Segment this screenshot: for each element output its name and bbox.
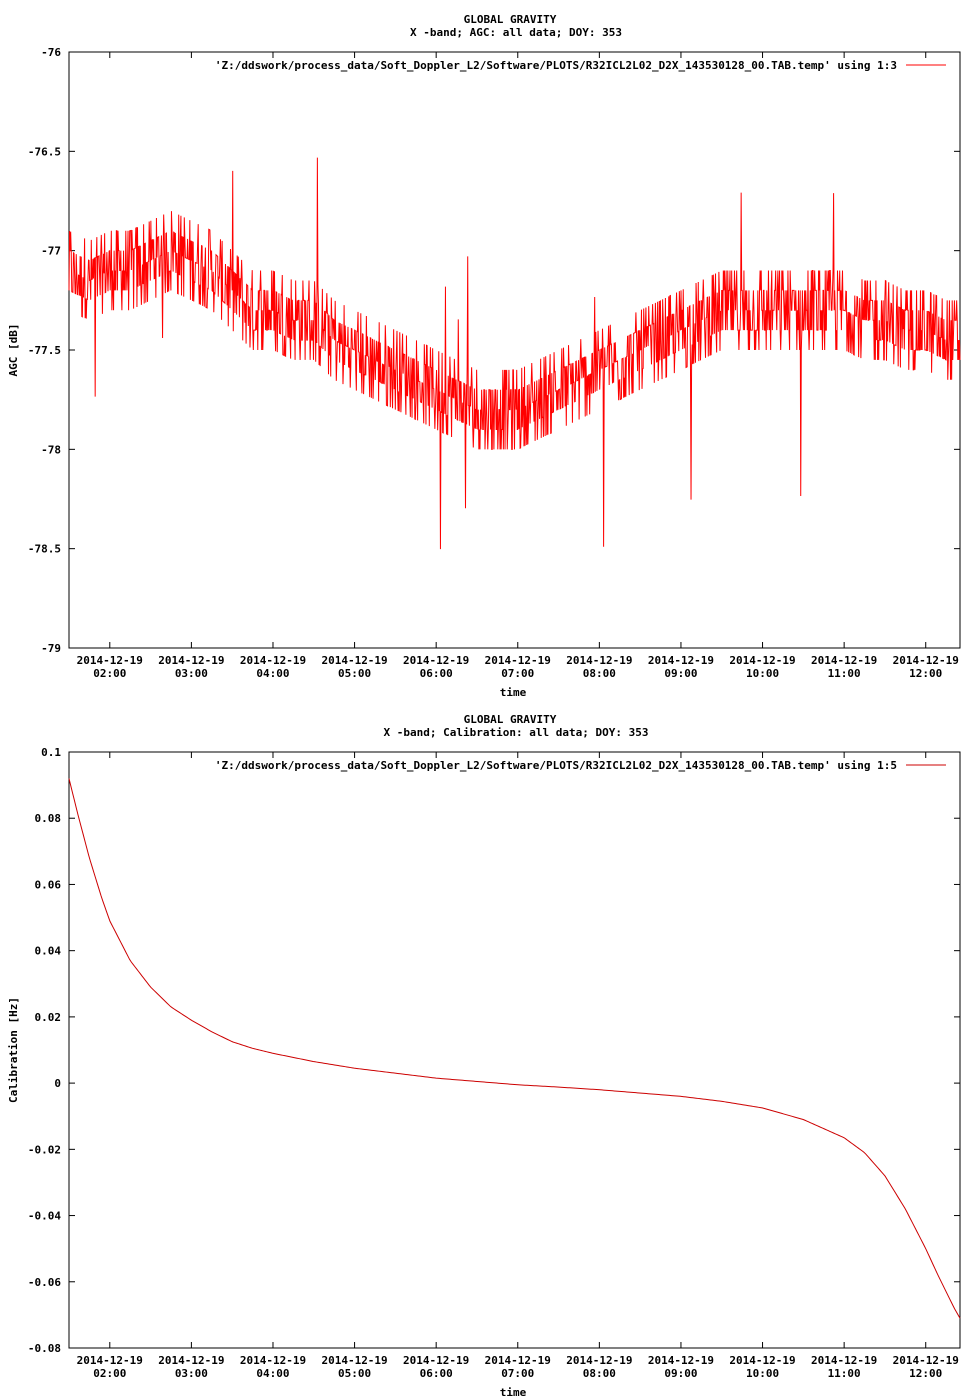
agc-series-line — [68, 157, 961, 550]
calibration-y-tick-label: -0.06 — [28, 1276, 61, 1289]
agc-y-tick-label: -78 — [41, 443, 61, 456]
calibration-legend-label: 'Z:/ddswork/process_data/Soft_Doppler_L2… — [215, 759, 897, 772]
agc-x-tick-time: 10:00 — [746, 667, 779, 680]
calibration-plot-frame — [68, 751, 961, 1349]
calibration-y-tick-label: -0.02 — [28, 1143, 61, 1156]
calibration-x-tick-time: 09:00 — [664, 1367, 697, 1380]
agc-x-tick-date: 2014-12-19 — [811, 654, 877, 667]
calibration-x-tick-time: 05:00 — [338, 1367, 371, 1380]
calibration-y-tick-label: -0.08 — [28, 1342, 61, 1355]
calibration-y-tick-label: 0.08 — [35, 812, 62, 825]
calibration-y-axis-label: Calibration [Hz] — [7, 997, 20, 1103]
agc-x-tick-time: 07:00 — [501, 667, 534, 680]
calibration-x-tick-date: 2014-12-19 — [403, 1354, 469, 1367]
calibration-subtitle: X -band; Calibration: all data; DOY: 353 — [384, 726, 649, 739]
agc-x-tick-date: 2014-12-19 — [77, 654, 143, 667]
agc-subtitle: X -band; AGC: all data; DOY: 353 — [410, 26, 622, 39]
agc-title: GLOBAL GRAVITY — [464, 13, 557, 26]
calibration-x-tick-date: 2014-12-19 — [729, 1354, 795, 1367]
calibration-x-tick-date: 2014-12-19 — [811, 1354, 877, 1367]
agc-x-tick-time: 09:00 — [664, 667, 697, 680]
agc-y-axis: -76 -76.5 -77 -77.5 -78 -78.5 -79 — [28, 46, 960, 655]
agc-x-tick-time: 02:00 — [93, 667, 126, 680]
calibration-x-axis-label: time — [500, 1386, 527, 1399]
agc-legend-label: 'Z:/ddswork/process_data/Soft_Doppler_L2… — [215, 59, 897, 72]
agc-y-tick-label: -79 — [41, 642, 61, 655]
agc-x-tick-date: 2014-12-19 — [566, 654, 632, 667]
agc-x-axis-label: time — [500, 686, 527, 699]
calibration-title: GLOBAL GRAVITY — [464, 713, 557, 726]
agc-x-axis: 2014-12-1902:002014-12-1903:002014-12-19… — [77, 52, 959, 680]
agc-panel: GLOBAL GRAVITY X -band; AGC: all data; D… — [7, 13, 961, 699]
agc-x-tick-time: 04:00 — [256, 667, 289, 680]
agc-x-tick-date: 2014-12-19 — [648, 654, 714, 667]
agc-x-tick-date: 2014-12-19 — [403, 654, 469, 667]
calibration-y-tick-label: 0.02 — [35, 1011, 62, 1024]
agc-y-axis-label: AGC [dB] — [7, 324, 20, 377]
calibration-x-tick-time: 11:00 — [828, 1367, 861, 1380]
calibration-x-tick-time: 10:00 — [746, 1367, 779, 1380]
calibration-y-tick-label: 0.1 — [41, 746, 61, 759]
calibration-y-tick-label: 0.06 — [35, 878, 62, 891]
agc-x-tick-date: 2014-12-19 — [240, 654, 306, 667]
agc-y-tick-label: -76 — [41, 46, 61, 59]
calibration-y-tick-label: 0.04 — [35, 945, 62, 958]
calibration-x-tick-time: 08:00 — [583, 1367, 616, 1380]
calibration-x-tick-date: 2014-12-19 — [158, 1354, 224, 1367]
agc-x-tick-time: 08:00 — [583, 667, 616, 680]
calibration-x-tick-date: 2014-12-19 — [648, 1354, 714, 1367]
agc-x-tick-time: 06:00 — [420, 667, 453, 680]
calibration-x-tick-time: 03:00 — [175, 1367, 208, 1380]
agc-y-tick-label: -77 — [41, 245, 61, 258]
agc-y-tick-label: -78.5 — [28, 543, 61, 556]
calibration-x-tick-time: 04:00 — [256, 1367, 289, 1380]
agc-x-tick-time: 11:00 — [828, 667, 861, 680]
calibration-x-tick-date: 2014-12-19 — [893, 1354, 959, 1367]
agc-x-tick-date: 2014-12-19 — [158, 654, 224, 667]
agc-x-tick-time: 05:00 — [338, 667, 371, 680]
calibration-x-tick-date: 2014-12-19 — [240, 1354, 306, 1367]
agc-x-tick-date: 2014-12-19 — [729, 654, 795, 667]
calibration-x-tick-time: 02:00 — [93, 1367, 126, 1380]
agc-x-tick-date: 2014-12-19 — [321, 654, 387, 667]
agc-x-tick-date: 2014-12-19 — [485, 654, 551, 667]
agc-x-tick-date: 2014-12-19 — [893, 654, 959, 667]
calibration-y-axis: 0.1 0.08 0.06 0.04 0.02 0 -0.02 -0.04 -0.06 -0.08 — [28, 746, 960, 1355]
agc-x-tick-time: 12:00 — [909, 667, 942, 680]
calibration-x-tick-time: 06:00 — [420, 1367, 453, 1380]
calibration-x-tick-date: 2014-12-19 — [321, 1354, 387, 1367]
agc-y-tick-label: -77.5 — [28, 344, 61, 357]
calibration-y-tick-label: 0 — [54, 1077, 61, 1090]
calibration-x-axis: 2014-12-1902:002014-12-1903:002014-12-19… — [77, 752, 959, 1380]
calibration-y-tick-label: -0.04 — [28, 1210, 61, 1223]
calibration-x-tick-date: 2014-12-19 — [566, 1354, 632, 1367]
agc-y-tick-label: -76.5 — [28, 145, 61, 158]
agc-x-tick-time: 03:00 — [175, 667, 208, 680]
calibration-x-tick-date: 2014-12-19 — [485, 1354, 551, 1367]
agc-plot-frame — [68, 51, 961, 649]
calibration-x-tick-date: 2014-12-19 — [77, 1354, 143, 1367]
calibration-x-tick-time: 07:00 — [501, 1367, 534, 1380]
calibration-series-line — [68, 778, 961, 1319]
calibration-x-tick-time: 12:00 — [909, 1367, 942, 1380]
calibration-panel: GLOBAL GRAVITY X -band; Calibration: all… — [7, 713, 961, 1399]
